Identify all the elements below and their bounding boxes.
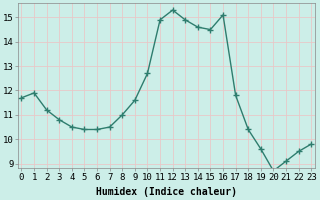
- X-axis label: Humidex (Indice chaleur): Humidex (Indice chaleur): [96, 187, 237, 197]
